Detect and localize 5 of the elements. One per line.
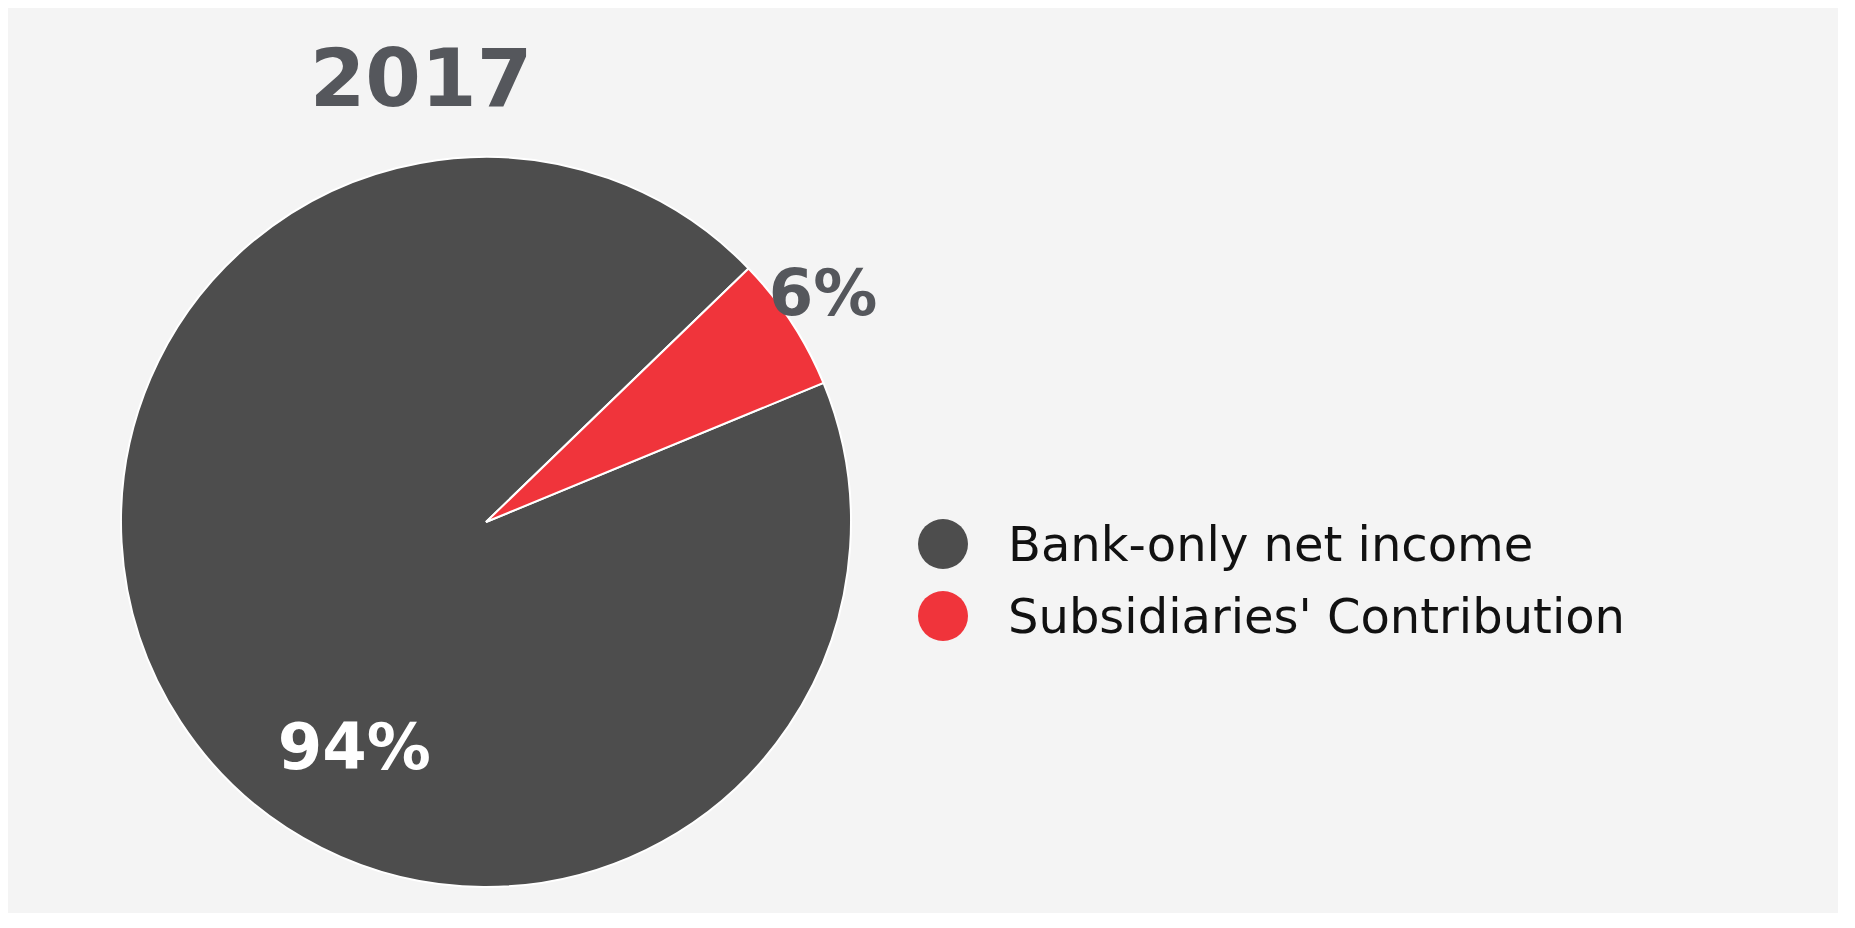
legend-label: Bank-only net income [1008,516,1534,572]
data-label: 94% [277,710,431,785]
chart-title: 2017 [309,31,533,125]
data-label: 6% [768,256,878,331]
legend-label: Subsidiaries' Contribution [1008,588,1626,644]
